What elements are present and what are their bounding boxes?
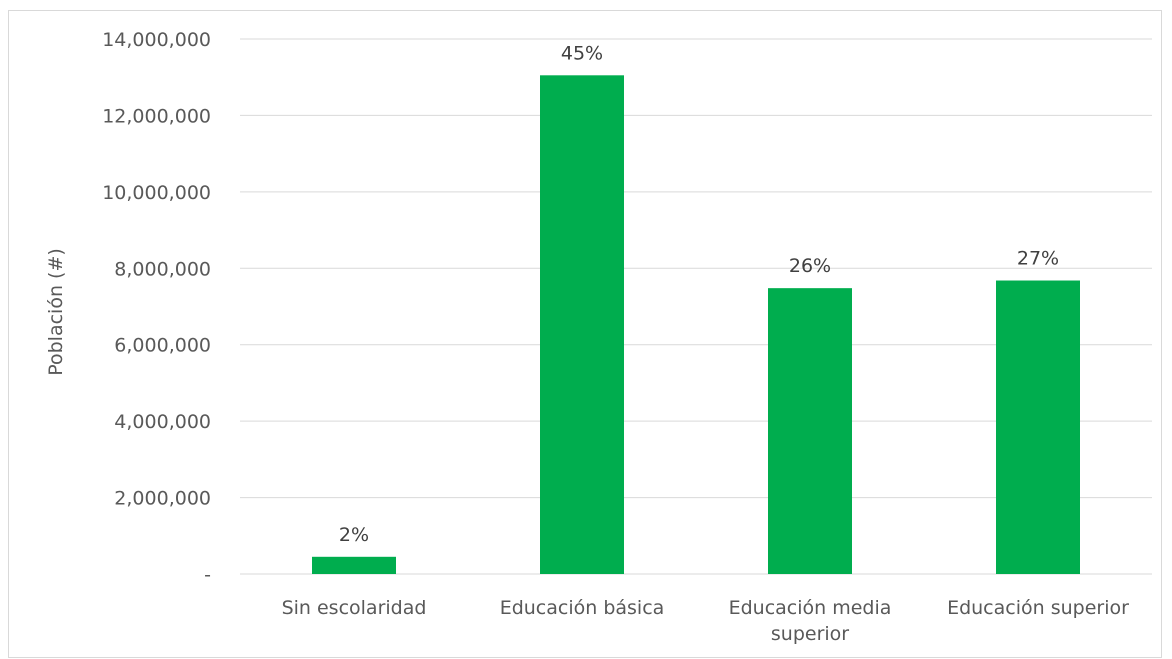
data-label: 26% xyxy=(789,255,831,277)
y-tick-label: 10,000,000 xyxy=(102,182,211,204)
y-tick-label: 14,000,000 xyxy=(102,29,211,51)
x-axis-category-labels: Sin escolaridad Educación básica Educación… xyxy=(282,597,1130,645)
category-label: Educación básica xyxy=(500,597,665,619)
data-label: 2% xyxy=(339,524,369,546)
bar xyxy=(996,280,1080,574)
bars xyxy=(312,75,1080,574)
category-label: Educación superior xyxy=(947,597,1129,619)
y-tick-label: 6,000,000 xyxy=(114,335,211,357)
y-axis-tick-labels: - 2,000,000 4,000,000 6,000,000 8,000,000 10,… xyxy=(102,29,211,586)
y-tick-label: 12,000,000 xyxy=(102,105,211,127)
category-label: Educación media xyxy=(729,597,892,619)
y-axis-title: Población (#) xyxy=(45,248,67,376)
data-label: 27% xyxy=(1017,248,1059,270)
y-tick-label: 4,000,000 xyxy=(114,411,211,433)
bar xyxy=(768,288,852,574)
category-label: Sin escolaridad xyxy=(282,597,427,619)
y-tick-label: - xyxy=(204,564,211,586)
bar xyxy=(540,75,624,574)
y-tick-label: 2,000,000 xyxy=(114,488,211,510)
category-label: superior xyxy=(771,623,849,645)
bar xyxy=(312,556,396,574)
y-tick-label: 8,000,000 xyxy=(114,258,211,280)
data-labels: 2% 45% 26% 27% xyxy=(339,42,1059,546)
data-label: 45% xyxy=(561,42,603,64)
